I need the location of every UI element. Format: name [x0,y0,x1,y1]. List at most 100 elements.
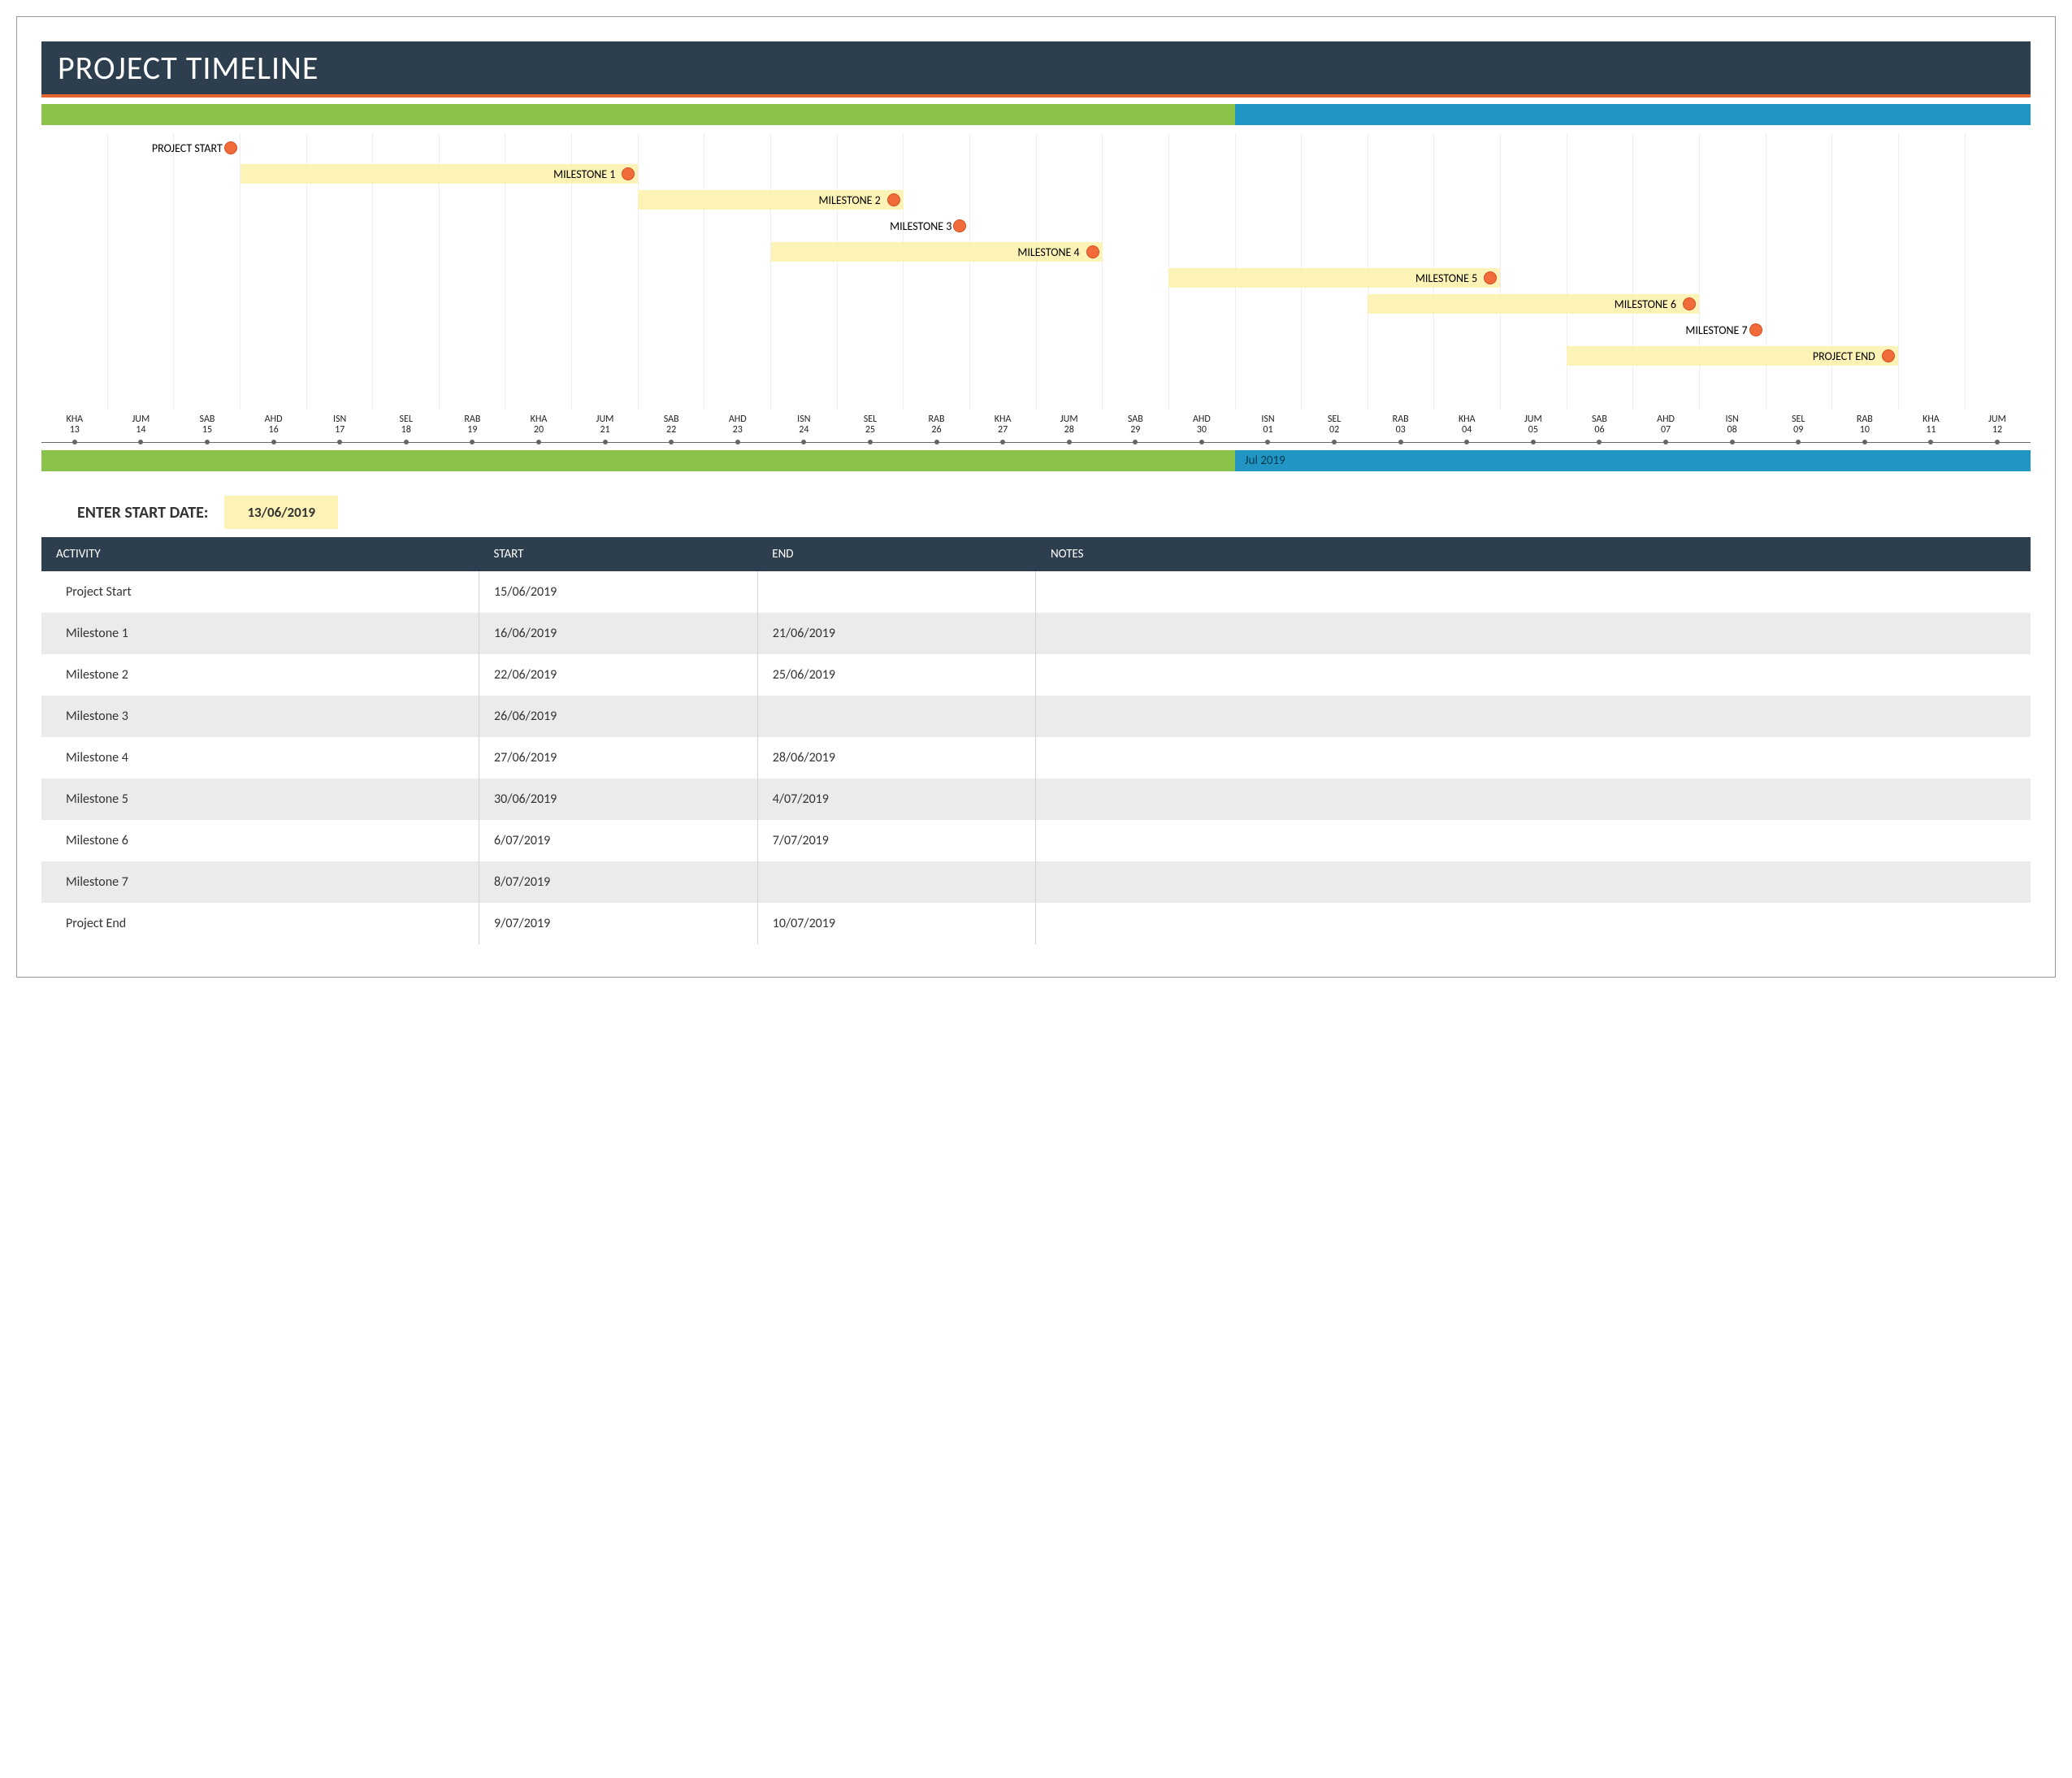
axis-day: KHA20 [505,414,572,436]
milestone-marker-icon [887,193,900,206]
axis-day: ISN01 [1235,414,1302,436]
cell-end[interactable]: 21/06/2019 [757,613,1036,654]
cell-notes[interactable] [1036,613,2031,654]
cell-start[interactable]: 8/07/2019 [479,861,758,903]
month-label: Jul 2019 [1245,453,1285,468]
cell-activity[interactable]: Project End [41,903,479,944]
table-row[interactable]: Milestone 222/06/201925/06/2019 [41,654,2031,696]
milestone-marker-icon [1086,245,1099,258]
bottom-segments: Jul 2019 [41,450,2031,471]
segment-green-bottom [41,450,1235,471]
cell-notes[interactable] [1036,696,2031,737]
cell-end[interactable] [757,696,1036,737]
page-title: PROJECT TIMELINE [58,48,2014,88]
axis-day: JUM12 [1964,414,2031,436]
axis-day: ISN08 [1699,414,1766,436]
cell-end[interactable]: 25/06/2019 [757,654,1036,696]
cell-end[interactable]: 7/07/2019 [757,820,1036,861]
cell-activity[interactable]: Milestone 5 [41,778,479,820]
gantt-bar[interactable]: MILESTONE 3 [638,216,969,236]
timeline-chart: PROJECT START MILESTONE 1 MILESTONE 2 MILES… [41,104,2031,471]
axis-day: ISN24 [771,414,838,436]
gantt-bar[interactable]: MILESTONE 2 [638,190,903,210]
cell-end[interactable]: 10/07/2019 [757,903,1036,944]
cell-end[interactable] [757,861,1036,903]
axis-day: SEL25 [837,414,904,436]
gantt-bar[interactable]: MILESTONE 4 [771,242,1103,262]
axis-day: SAB22 [638,414,704,436]
cell-notes[interactable] [1036,903,2031,944]
gantt-bar[interactable]: MILESTONE 6 [1368,294,1699,314]
axis-day: KHA13 [41,414,108,436]
cell-notes[interactable] [1036,820,2031,861]
gantt-bar-label: MILESTONE 2 [819,193,881,207]
axis-day: ISN17 [306,414,373,436]
milestone-marker-icon [953,219,966,232]
activity-table: ACTIVITY START END NOTES Project Start15… [41,537,2031,944]
cell-end[interactable]: 4/07/2019 [757,778,1036,820]
table-row[interactable]: Milestone 66/07/20197/07/2019 [41,820,2031,861]
axis-day: AHD07 [1632,414,1699,436]
milestone-marker-icon [1683,297,1696,310]
table-row[interactable]: Milestone 427/06/201928/06/2019 [41,737,2031,778]
axis-day: JUM05 [1500,414,1567,436]
table-row[interactable]: Project Start15/06/2019 [41,571,2031,613]
table-row[interactable]: Milestone 530/06/20194/07/2019 [41,778,2031,820]
cell-start[interactable]: 16/06/2019 [479,613,758,654]
axis-day: KHA27 [969,414,1036,436]
gantt-bar[interactable]: MILESTONE 7 [1434,320,1766,340]
cell-start[interactable]: 9/07/2019 [479,903,758,944]
col-header-activity: ACTIVITY [41,537,479,571]
cell-end[interactable]: 28/06/2019 [757,737,1036,778]
cell-activity[interactable]: Project Start [41,571,479,613]
axis-day: AHD30 [1168,414,1235,436]
axis-day: JUM28 [1036,414,1103,436]
gantt-bar-label: MILESTONE 3 [890,219,951,233]
axis-day: SEL18 [373,414,440,436]
cell-start[interactable]: 26/06/2019 [479,696,758,737]
gantt-bar[interactable]: MILESTONE 1 [241,164,639,184]
table-row[interactable]: Project End9/07/201910/07/2019 [41,903,2031,944]
cell-activity[interactable]: Milestone 3 [41,696,479,737]
table-row[interactable]: Milestone 326/06/2019 [41,696,2031,737]
timeline-bars: PROJECT START MILESTONE 1 MILESTONE 2 MILES… [41,133,2031,410]
gantt-bar-label: PROJECT START [152,141,223,155]
cell-start[interactable]: 30/06/2019 [479,778,758,820]
cell-end[interactable] [757,571,1036,613]
gantt-bar[interactable]: PROJECT START [41,138,241,158]
axis-day: JUM21 [572,414,639,436]
table-row[interactable]: Milestone 116/06/201921/06/2019 [41,613,2031,654]
cell-notes[interactable] [1036,571,2031,613]
start-date-row: ENTER START DATE: 13/06/2019 [77,496,2031,529]
gantt-bar-label: MILESTONE 6 [1615,297,1676,311]
cell-activity[interactable]: Milestone 4 [41,737,479,778]
axis-day: SEL09 [1765,414,1831,436]
cell-start[interactable]: 15/06/2019 [479,571,758,613]
table-row[interactable]: Milestone 78/07/2019 [41,861,2031,903]
col-header-notes: NOTES [1036,537,2031,571]
cell-start[interactable]: 27/06/2019 [479,737,758,778]
gantt-bar[interactable]: PROJECT END [1567,346,1898,366]
milestone-marker-icon [1484,271,1497,284]
cell-notes[interactable] [1036,654,2031,696]
table-header-row: ACTIVITY START END NOTES [41,537,2031,571]
timeline-ticks [41,437,2031,447]
milestone-marker-icon [622,167,635,180]
axis-day: AHD23 [704,414,771,436]
axis-day: RAB10 [1831,414,1898,436]
gantt-bar[interactable]: MILESTONE 5 [1168,268,1500,288]
start-date-input[interactable]: 13/06/2019 [224,496,338,529]
segment-blue-bottom: Jul 2019 [1235,450,2031,471]
cell-start[interactable]: 22/06/2019 [479,654,758,696]
cell-notes[interactable] [1036,861,2031,903]
cell-activity[interactable]: Milestone 2 [41,654,479,696]
cell-activity[interactable]: Milestone 6 [41,820,479,861]
cell-activity[interactable]: Milestone 1 [41,613,479,654]
cell-activity[interactable]: Milestone 7 [41,861,479,903]
axis-day: RAB26 [904,414,970,436]
gantt-bar-label: MILESTONE 1 [553,167,615,181]
cell-notes[interactable] [1036,778,2031,820]
start-date-label: ENTER START DATE: [77,503,208,523]
cell-start[interactable]: 6/07/2019 [479,820,758,861]
cell-notes[interactable] [1036,737,2031,778]
